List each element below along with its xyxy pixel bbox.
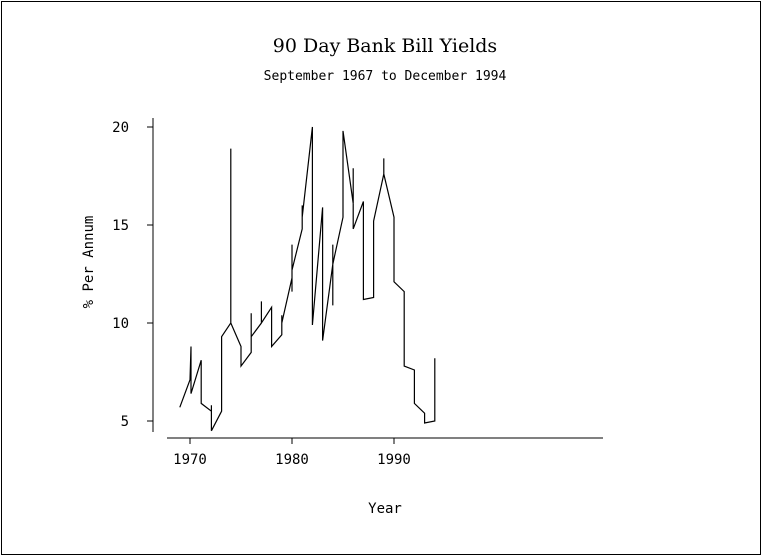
- series-line: [179, 126, 436, 432]
- x-tick-label: 1970: [173, 452, 207, 468]
- x-axis-label: Year: [368, 501, 402, 517]
- y-tick-label: 20: [112, 120, 129, 136]
- y-axis-label: % Per Annum: [81, 216, 97, 309]
- y-tick-label: 10: [112, 316, 129, 332]
- y-ticks: 5 10 15 20: [112, 120, 153, 430]
- y-tick-label: 5: [121, 414, 129, 430]
- x-ticks: 1970 1980 1990: [173, 438, 411, 468]
- x-tick-label: 1980: [275, 452, 309, 468]
- chart-subtitle: September 1967 to December 1994: [264, 69, 507, 84]
- x-tick-label: 1990: [377, 452, 411, 468]
- y-tick-label: 15: [112, 218, 129, 234]
- chart-title: 90 Day Bank Bill Yields: [273, 35, 497, 57]
